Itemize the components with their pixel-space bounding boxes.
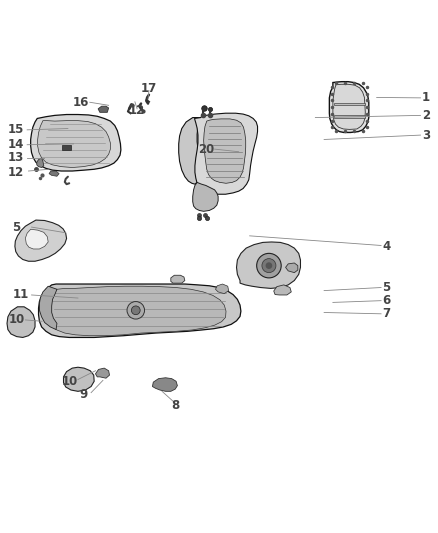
Circle shape [257, 253, 281, 278]
Circle shape [266, 263, 272, 268]
Polygon shape [31, 115, 121, 171]
Polygon shape [193, 182, 218, 211]
Text: 6: 6 [382, 294, 391, 307]
Polygon shape [194, 113, 258, 194]
Text: 16: 16 [72, 96, 88, 109]
Polygon shape [329, 82, 369, 133]
Polygon shape [38, 120, 110, 167]
Circle shape [131, 306, 140, 314]
Text: 12: 12 [8, 166, 24, 179]
Circle shape [262, 259, 276, 273]
Text: 1: 1 [422, 91, 430, 104]
Polygon shape [15, 220, 67, 261]
Text: 2: 2 [422, 109, 430, 122]
Text: 3: 3 [422, 128, 430, 142]
Text: 14: 14 [8, 138, 24, 151]
Polygon shape [46, 286, 226, 336]
Polygon shape [7, 307, 35, 337]
Text: 13: 13 [8, 151, 24, 164]
Polygon shape [334, 115, 365, 118]
Polygon shape [152, 378, 177, 391]
Polygon shape [204, 119, 246, 183]
Polygon shape [171, 275, 185, 283]
Polygon shape [62, 145, 71, 150]
Text: 5: 5 [12, 221, 21, 233]
Polygon shape [49, 171, 59, 176]
Polygon shape [64, 367, 94, 391]
Text: 17: 17 [141, 82, 157, 95]
Polygon shape [333, 84, 365, 130]
Polygon shape [39, 286, 57, 329]
Polygon shape [237, 242, 300, 288]
Polygon shape [179, 118, 201, 184]
Polygon shape [334, 103, 365, 106]
Text: 10: 10 [61, 375, 78, 387]
Polygon shape [215, 284, 229, 294]
Polygon shape [286, 263, 298, 273]
Polygon shape [95, 368, 110, 378]
Text: 7: 7 [382, 308, 391, 320]
Text: 5: 5 [382, 281, 391, 294]
Text: 9: 9 [80, 388, 88, 401]
Text: 20: 20 [198, 143, 214, 156]
Text: 11: 11 [12, 288, 28, 302]
Text: 12: 12 [129, 104, 145, 117]
Text: 15: 15 [8, 123, 24, 136]
Text: 10: 10 [9, 313, 25, 326]
Polygon shape [25, 229, 48, 249]
Polygon shape [98, 106, 109, 112]
Text: 8: 8 [171, 399, 179, 413]
Circle shape [127, 302, 145, 319]
Polygon shape [39, 284, 241, 337]
Polygon shape [274, 285, 291, 295]
Text: 4: 4 [382, 240, 391, 253]
Polygon shape [37, 158, 44, 167]
